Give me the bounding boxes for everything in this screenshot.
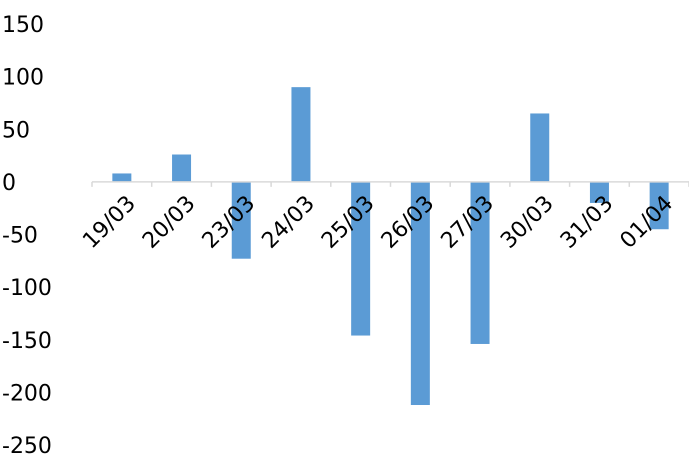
x-tick-label: 01/04 [616,191,679,254]
x-axis-tick-labels: 19/0320/0323/0324/0325/0326/0327/0330/03… [78,191,678,254]
bar-01-04 [649,181,669,230]
x-tick-label: 20/03 [138,191,201,254]
bar-24-03 [291,87,311,182]
bars [112,87,669,406]
bar-30-03 [530,113,550,182]
y-tick-label: 100 [2,66,44,91]
x-tick-label: 25/03 [317,191,380,254]
x-tick-label: 23/03 [198,191,261,254]
x-tick-label: 26/03 [377,191,440,254]
bar-25-03 [351,181,371,336]
y-tick-label: 0 [2,171,16,196]
y-axis-tick-labels: 150 100 50 0 -50 -100 -150 -200 -250 [2,13,52,457]
bar-19-03 [112,173,132,182]
y-tick-label: 50 [2,118,30,143]
x-tick-label: 30/03 [496,191,559,254]
y-tick-label: -150 [2,329,52,354]
x-tick-label: 19/03 [78,191,141,254]
bar-31-03 [589,181,609,203]
bar-20-03 [172,154,192,182]
y-tick-label: -100 [2,276,52,301]
x-tick-label: 27/03 [437,191,500,254]
y-tick-label: -200 [2,381,52,406]
bar-23-03 [231,181,251,259]
y-tick-label: -50 [2,224,38,249]
y-tick-label: -250 [2,434,52,457]
x-tick-label: 24/03 [257,191,320,254]
bar-26-03 [410,181,430,406]
bar-27-03 [470,181,490,344]
x-axis-ticks [91,181,689,187]
x-tick-label: 31/03 [556,191,619,254]
y-tick-label: 150 [2,13,44,38]
